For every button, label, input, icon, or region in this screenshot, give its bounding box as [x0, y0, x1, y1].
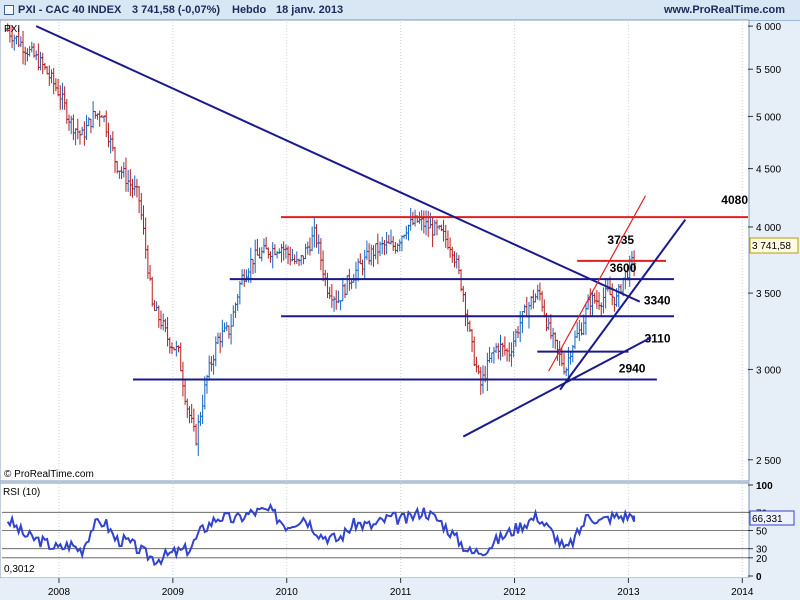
site-label: www.ProRealTime.com — [664, 4, 786, 16]
last-price-change: 3 741,58 (-0,07%) — [132, 4, 221, 16]
trendline-3 — [548, 195, 647, 372]
trendline-0 — [35, 25, 641, 303]
x-tick-label: 2008 — [48, 587, 71, 598]
x-tick-label: 2014 — [731, 587, 754, 598]
date-label: 18 janv. 2013 — [276, 4, 344, 16]
ohlc-bar — [632, 250, 637, 277]
level-label-3340: 3340 — [644, 293, 671, 307]
rsi-min-label: 0,3012 — [4, 564, 35, 575]
rsi-tick-label: 30 — [756, 545, 768, 556]
y-tick-label: 5 000 — [756, 112, 781, 123]
trendline-2 — [559, 218, 687, 391]
y-tick-label: 5 500 — [756, 65, 781, 76]
rsi-tick-label: 50 — [756, 527, 768, 538]
rsi-tick-label: 0 — [756, 572, 762, 583]
period-label: Hebdo — [232, 4, 267, 16]
y-tick-label: 3 500 — [756, 289, 781, 300]
x-tick-label: 2013 — [617, 587, 640, 598]
level-label-4080: 4080 — [721, 193, 748, 207]
x-tick-label: 2009 — [162, 587, 185, 598]
svg-text:66,331: 66,331 — [752, 514, 783, 525]
svg-text:3 741,58: 3 741,58 — [752, 241, 791, 252]
rsi-title: RSI (10) — [3, 487, 40, 498]
rsi-tick-label: 100 — [756, 481, 773, 492]
x-tick-label: 2010 — [276, 587, 299, 598]
watermark: © ProRealTime.com — [4, 469, 94, 480]
y-tick-label: 4 500 — [756, 165, 781, 176]
rsi-value-tag: 66,331 — [749, 510, 795, 526]
level-label-3110: 3110 — [645, 332, 671, 346]
corner-tag: PXI — [4, 24, 20, 35]
level-label-2940: 2940 — [619, 361, 646, 375]
trendline-1 — [462, 336, 652, 438]
x-tick-label: 2012 — [503, 587, 526, 598]
time-axis — [0, 578, 800, 600]
y-tick-label: 2 500 — [756, 456, 781, 467]
rsi-tick-label: 20 — [756, 554, 768, 565]
level-label-3600: 3600 — [610, 261, 637, 275]
y-tick-label: 6 000 — [756, 22, 781, 33]
y-tick-label: 4 000 — [756, 223, 781, 234]
rsi-line — [6, 502, 636, 567]
chart-header: PXI - CAC 40 INDEX 3 741,58 (-0,07%) Heb… — [0, 0, 800, 21]
last-price-tag: 3 741,58 — [749, 237, 799, 254]
price-pane — [0, 19, 750, 482]
y-tick-label: 3 000 — [756, 365, 781, 376]
x-tick-label: 2011 — [390, 587, 412, 598]
collapse-toggle-icon[interactable] — [4, 5, 14, 15]
symbol-label: PXI - CAC 40 INDEX — [18, 4, 122, 16]
